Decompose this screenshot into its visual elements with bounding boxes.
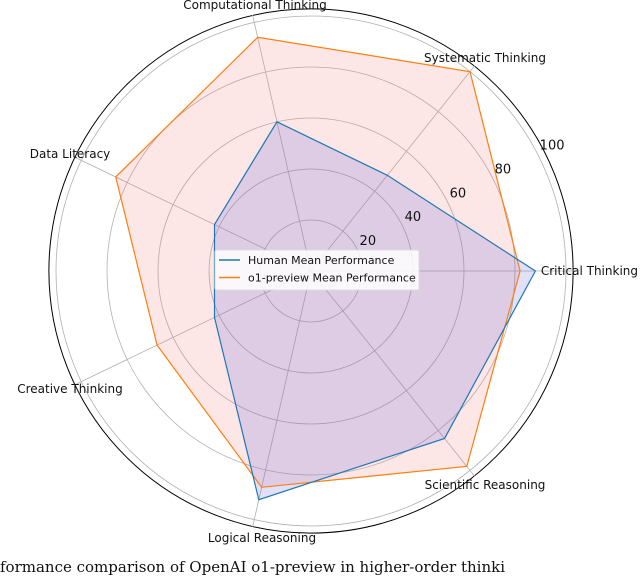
category-label: Data Literacy bbox=[30, 147, 111, 161]
category-label: Scientific Reasoning bbox=[425, 478, 546, 492]
radial-tick-label: 80 bbox=[495, 162, 512, 177]
radial-tick-label: 100 bbox=[540, 138, 565, 153]
legend-label: o1-preview Mean Performance bbox=[248, 272, 416, 285]
category-label: Critical Thinking bbox=[541, 264, 638, 278]
category-label: Systematic Thinking bbox=[424, 51, 546, 65]
radial-tick-label: 60 bbox=[450, 186, 467, 201]
figure-caption: formance comparison of OpenAI o1-preview… bbox=[0, 558, 640, 576]
radar-chart: 20 40 60 80 100 Critical Thinking Systematic T… bbox=[0, 0, 640, 556]
radial-tick-label: 40 bbox=[405, 210, 422, 225]
category-label: Computational Thinking bbox=[183, 0, 327, 12]
legend-label: Human Mean Performance bbox=[248, 254, 395, 267]
category-label: Logical Reasoning bbox=[208, 531, 316, 545]
category-label: Creative Thinking bbox=[17, 382, 123, 396]
radial-tick-label: 20 bbox=[360, 234, 377, 249]
